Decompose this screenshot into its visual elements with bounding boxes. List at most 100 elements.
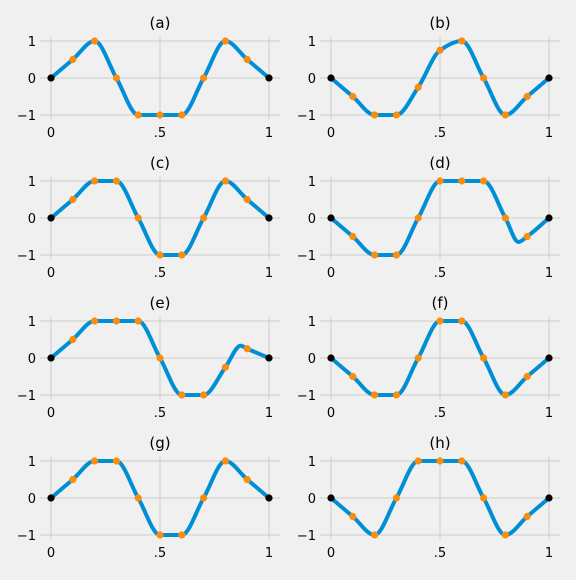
y-tick-label: −1 bbox=[17, 249, 36, 264]
subplot-2: (b) 0 .5 1 −1 0 1 bbox=[297, 14, 560, 141]
data-point bbox=[200, 494, 208, 502]
data-point bbox=[523, 232, 531, 241]
data-point bbox=[156, 531, 164, 539]
data-point bbox=[134, 317, 142, 325]
x-tick-label: 1 bbox=[545, 406, 553, 421]
x-tick-label: 1 bbox=[265, 126, 273, 141]
data-point bbox=[501, 111, 509, 119]
y-tick-label: 1 bbox=[308, 35, 316, 50]
data-point bbox=[414, 457, 422, 465]
x-tick-label: .5 bbox=[434, 266, 446, 281]
subplot-5: (e) 0 .5 1 −1 0 1 bbox=[17, 294, 280, 421]
data-point bbox=[414, 354, 422, 362]
y-tick-label: 1 bbox=[308, 455, 316, 470]
endpoint-marker bbox=[265, 74, 273, 82]
endpoint-marker bbox=[327, 354, 335, 362]
endpoint-marker bbox=[47, 74, 55, 82]
data-point bbox=[178, 111, 186, 119]
y-tick-label: 0 bbox=[308, 492, 316, 507]
data-point bbox=[349, 232, 357, 241]
data-point bbox=[156, 111, 164, 119]
x-tick-label: 1 bbox=[265, 546, 273, 561]
subplot-1: (a) 0 .5 1 −1 0 1 bbox=[17, 14, 280, 141]
x-tick-label: 0 bbox=[47, 126, 55, 141]
data-point bbox=[178, 391, 186, 399]
data-point bbox=[200, 391, 208, 399]
y-tick-label: 0 bbox=[28, 212, 36, 227]
data-point bbox=[414, 214, 422, 222]
endpoint-marker bbox=[265, 494, 273, 502]
y-tick-label: 0 bbox=[28, 352, 36, 367]
x-tick-label: 1 bbox=[545, 546, 553, 561]
subplot-8: (h) 0 .5 1 −1 0 1 bbox=[297, 434, 560, 561]
data-point bbox=[112, 74, 120, 82]
data-point bbox=[371, 111, 379, 119]
x-tick-label: 0 bbox=[327, 406, 335, 421]
x-tick-label: .5 bbox=[434, 546, 446, 561]
data-point bbox=[178, 251, 186, 259]
y-tick-label: 0 bbox=[28, 72, 36, 87]
subplot-title: (b) bbox=[429, 14, 450, 32]
x-tick-label: 0 bbox=[47, 546, 55, 561]
x-tick-label: 0 bbox=[327, 266, 335, 281]
data-point bbox=[501, 214, 509, 222]
data-point bbox=[458, 317, 466, 325]
y-tick-label: 0 bbox=[308, 72, 316, 87]
data-point bbox=[91, 317, 99, 325]
x-tick-label: .5 bbox=[154, 266, 166, 281]
subplot-title: (e) bbox=[150, 294, 171, 312]
data-point bbox=[156, 354, 164, 362]
subplot-3: (c) 0 .5 1 −1 0 1 bbox=[17, 154, 280, 281]
data-point bbox=[480, 494, 488, 502]
x-tick-label: .5 bbox=[154, 126, 166, 141]
data-point bbox=[414, 83, 422, 91]
data-point bbox=[436, 177, 444, 185]
endpoint-marker bbox=[545, 354, 553, 362]
x-tick-label: 0 bbox=[327, 546, 335, 561]
subplot-title: (h) bbox=[429, 434, 450, 452]
data-point bbox=[134, 111, 142, 119]
data-point bbox=[91, 177, 99, 185]
data-point bbox=[436, 317, 444, 325]
data-point bbox=[243, 345, 251, 353]
endpoint-marker bbox=[47, 494, 55, 502]
data-point bbox=[243, 55, 251, 64]
x-tick-label: 0 bbox=[47, 266, 55, 281]
x-tick-label: 1 bbox=[545, 266, 553, 281]
y-tick-label: 0 bbox=[308, 352, 316, 367]
data-point bbox=[112, 177, 120, 185]
data-point bbox=[200, 74, 208, 82]
y-tick-label: −1 bbox=[297, 249, 316, 264]
data-point bbox=[243, 475, 251, 484]
data-point bbox=[69, 55, 77, 64]
data-point bbox=[134, 494, 142, 502]
y-tick-label: 1 bbox=[28, 35, 36, 50]
data-point bbox=[91, 457, 99, 465]
data-point bbox=[371, 391, 379, 399]
data-point bbox=[200, 214, 208, 222]
y-tick-label: −1 bbox=[297, 389, 316, 404]
subplot-7: (g) 0 .5 1 −1 0 1 bbox=[17, 434, 280, 561]
y-tick-label: −1 bbox=[297, 109, 316, 124]
data-point bbox=[523, 372, 531, 381]
endpoint-marker bbox=[47, 354, 55, 362]
data-point bbox=[392, 494, 400, 502]
y-tick-label: 1 bbox=[28, 455, 36, 470]
x-tick-label: .5 bbox=[434, 126, 446, 141]
data-point bbox=[156, 251, 164, 259]
data-point bbox=[69, 195, 77, 204]
y-tick-label: −1 bbox=[17, 389, 36, 404]
endpoint-marker bbox=[327, 74, 335, 82]
endpoint-marker bbox=[265, 214, 273, 222]
data-point bbox=[371, 251, 379, 259]
y-tick-label: 1 bbox=[28, 315, 36, 330]
data-point bbox=[501, 531, 509, 539]
data-point bbox=[243, 195, 251, 204]
endpoint-marker bbox=[327, 494, 335, 502]
data-point bbox=[480, 74, 488, 82]
y-tick-label: 0 bbox=[28, 492, 36, 507]
data-point bbox=[480, 177, 488, 185]
subplot-title: (d) bbox=[429, 154, 450, 172]
y-tick-label: 1 bbox=[28, 175, 36, 190]
